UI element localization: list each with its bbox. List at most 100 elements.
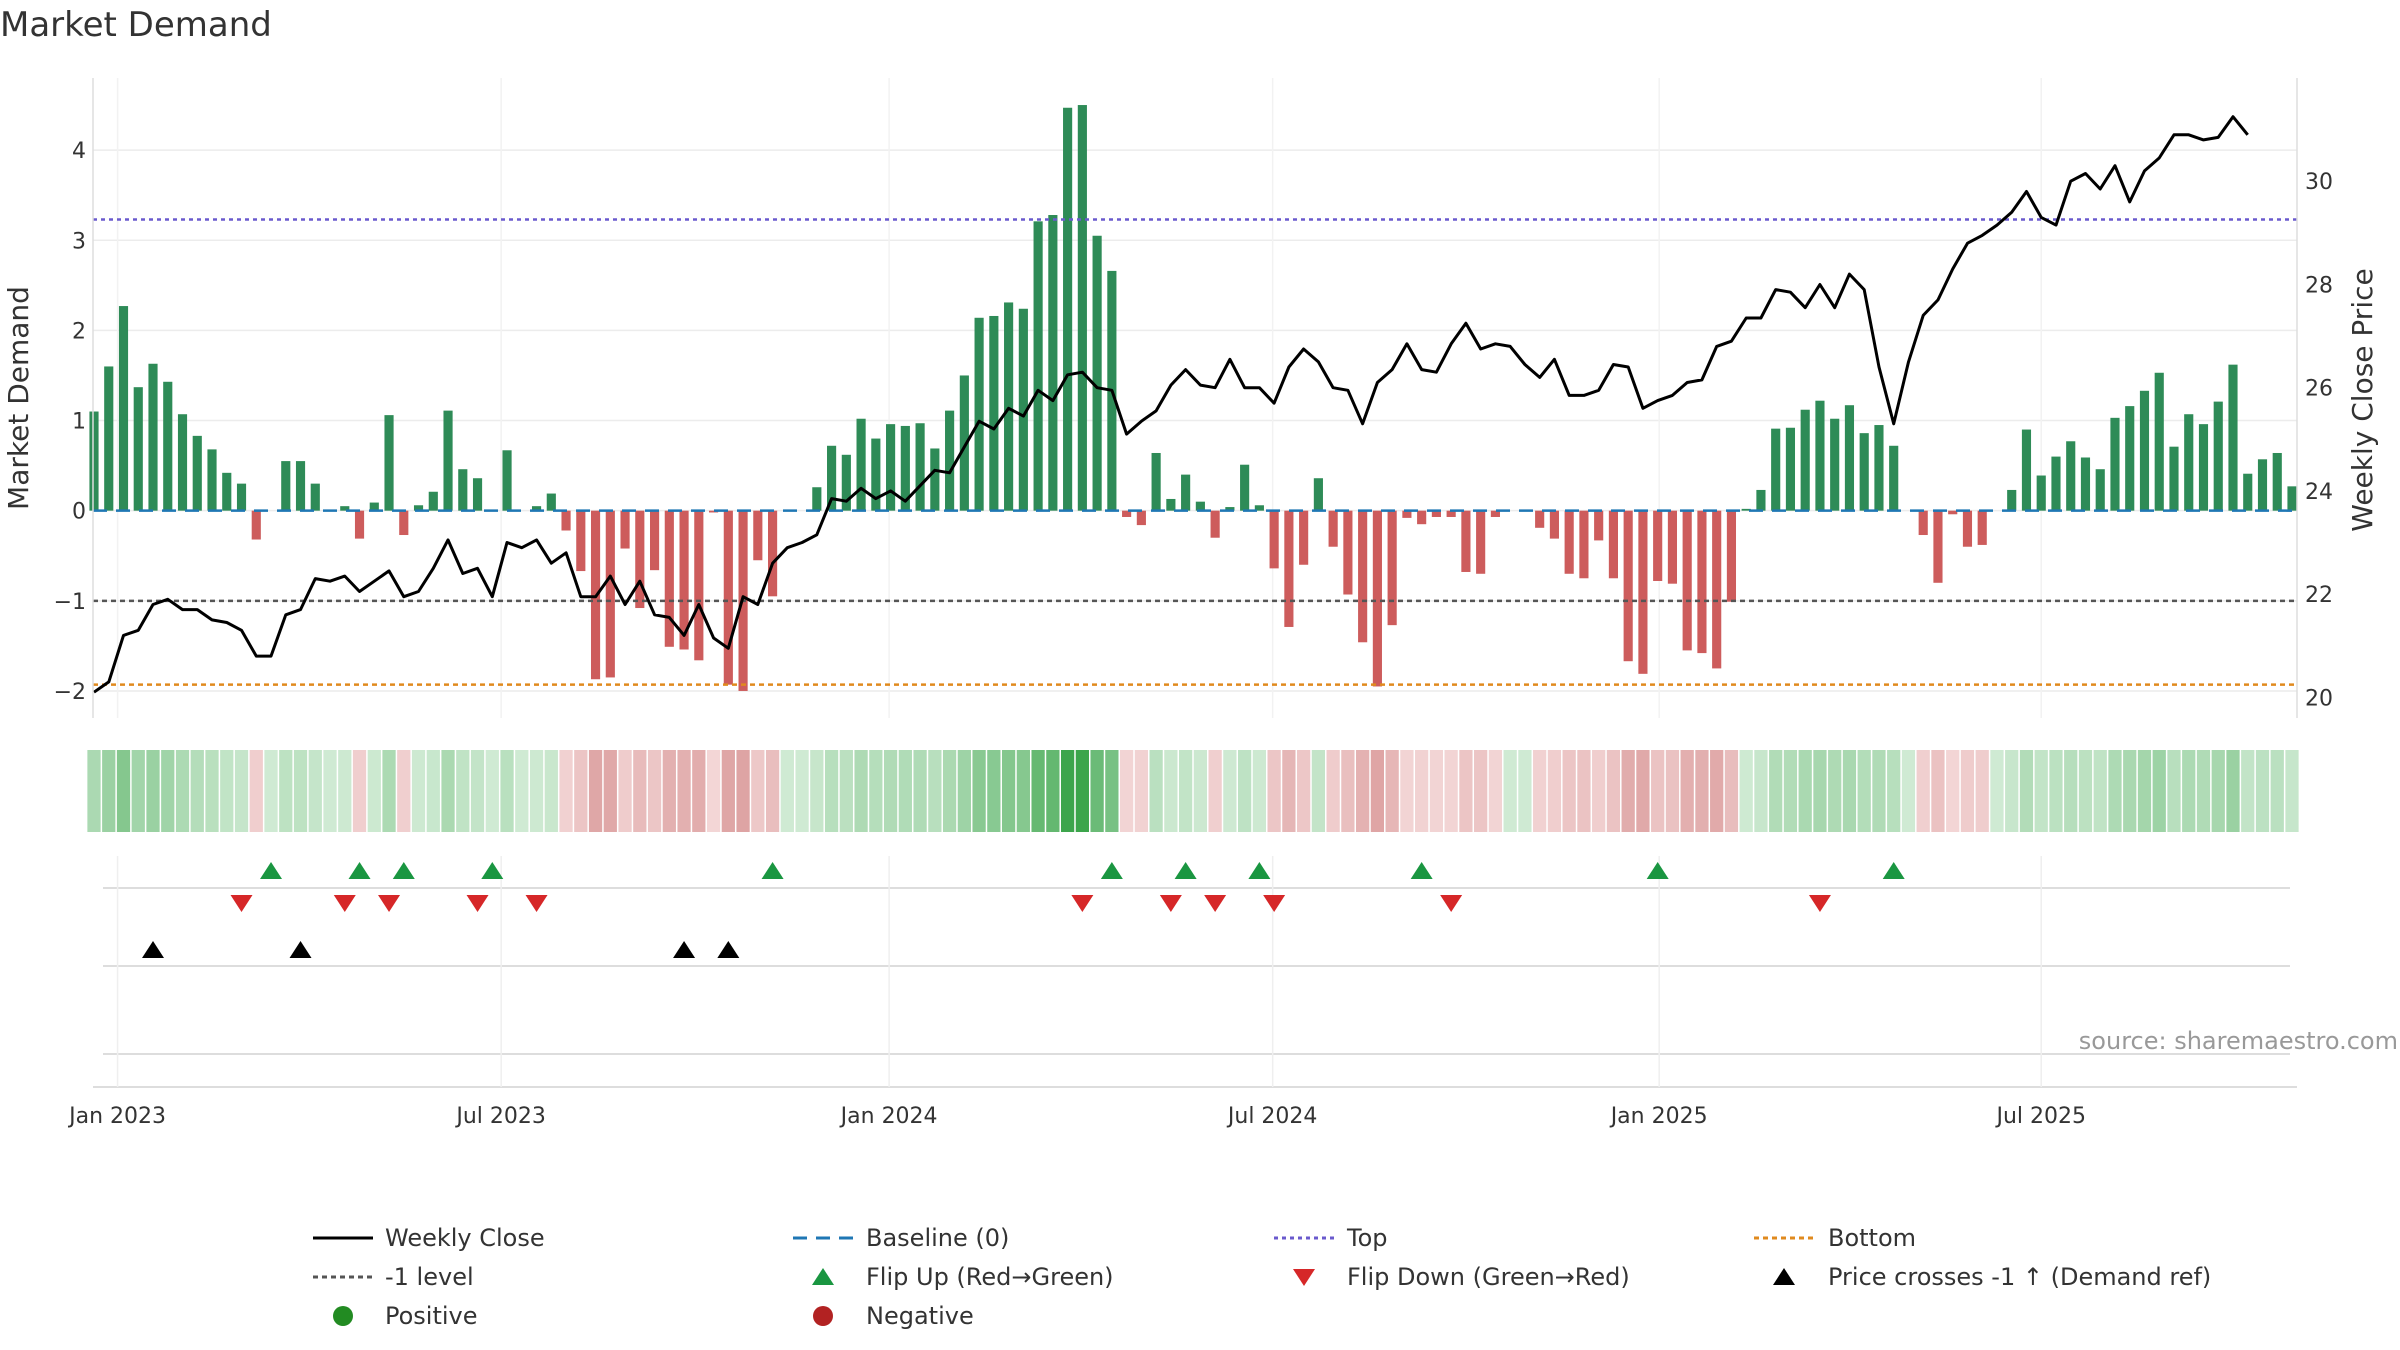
demand-bar [2066, 441, 2076, 511]
demand-bar [1962, 510, 1973, 547]
heat-strip-cell [559, 750, 573, 832]
gridlines [93, 78, 2297, 718]
heat-strip-cell [706, 750, 721, 832]
heat-strip-cell [544, 750, 558, 832]
heat-strip-cell [485, 750, 499, 832]
heat-strip-cell [411, 750, 426, 832]
heat-strip-cell [839, 750, 853, 832]
heat-strip-cell [1533, 750, 1547, 832]
demand-bar [1623, 510, 1633, 662]
heat-strip-cell [1119, 750, 1134, 832]
heat-strip-cell [1842, 750, 1857, 832]
demand-bar [1490, 510, 1500, 517]
demand-bar [664, 510, 674, 647]
flip-down-marker [333, 895, 356, 912]
demand-bar [812, 487, 822, 511]
heat-strip-cell [234, 750, 249, 832]
demand-bar [635, 510, 645, 609]
heat-strip-cell [574, 750, 588, 832]
demand-bar [959, 375, 969, 511]
demand-bar [1815, 400, 1825, 511]
heat-strip-cell [1577, 750, 1591, 832]
heat-strip-cell [1636, 750, 1650, 832]
demand-bar [1667, 510, 1678, 584]
heat-strip-cell [2093, 750, 2107, 832]
legend-triangle-up-swatch [1773, 1268, 1795, 1285]
heat-strip-cell [2285, 750, 2299, 832]
heat-strip-cell [780, 750, 794, 832]
heat-strip-cell [515, 750, 529, 832]
demand-bar [236, 483, 247, 511]
heat-strip-cell [1887, 750, 1901, 832]
demand-bar [679, 510, 689, 650]
heat-strip-cell [795, 750, 809, 832]
demand-bar [192, 435, 202, 511]
heat-strip-cell [2034, 750, 2048, 832]
demand-bar [1372, 510, 1382, 687]
demand-bar [708, 510, 719, 513]
legend-label: Top [1346, 1224, 1388, 1252]
demand-bar [841, 454, 851, 511]
heat-strip-cell [1267, 750, 1281, 832]
demand-bar [207, 449, 217, 511]
heat-strip-cell [1769, 750, 1783, 832]
demand-bar [251, 510, 261, 540]
demand-bar [900, 425, 910, 511]
demand-bar [1328, 510, 1338, 547]
heat-strip-cell [102, 750, 116, 832]
demand-bar [1726, 510, 1737, 602]
x-tick-label: Jul 2024 [1226, 1104, 1318, 1129]
flip-down-marker [1071, 895, 1094, 912]
heat-strip-cell [1356, 750, 1370, 832]
heat-strip-cell [1311, 750, 1326, 832]
heat-strip-cell [633, 750, 647, 832]
heat-strip-cell [2167, 750, 2181, 832]
source-label: source: sharemaestro.com [2079, 1027, 2398, 1055]
heat-strip-cell [1415, 750, 1429, 832]
reference-levels [93, 218, 2297, 686]
left-axis-label: Market Demand [2, 286, 35, 510]
heat-strip-cell [824, 750, 839, 832]
heat-strip-cell [1046, 750, 1060, 832]
demand-bar [354, 510, 365, 539]
demand-bar [1830, 418, 1840, 511]
legend-dot-swatch [813, 1306, 833, 1326]
y-tick-label: −2 [54, 680, 86, 705]
heat-strip-cell [264, 750, 278, 832]
heat-strip-cell [913, 750, 927, 832]
heat-strip-cell [618, 750, 632, 832]
demand-bar [1284, 510, 1294, 627]
heat-strip-cell [1326, 750, 1340, 832]
demand-bar [1461, 510, 1471, 572]
heat-strip-cell [1164, 750, 1178, 832]
heat-strip-cell [1105, 750, 1119, 832]
heat-strip-cell [1695, 750, 1709, 832]
y-tick-label: 2 [72, 319, 86, 344]
demand-bar [605, 510, 615, 678]
heat-strip-cell [146, 750, 160, 832]
heat-strip-cell [662, 750, 676, 832]
heat-strip-cell [692, 750, 706, 832]
demand-bar [561, 510, 571, 531]
demand-bar [989, 315, 999, 511]
heat-strip-cell [205, 750, 219, 832]
heat-strip-cell [1857, 750, 1871, 832]
demand-bar [1638, 510, 1648, 674]
x-tick-label: Jan 2023 [67, 1104, 166, 1129]
price-cross-marker [142, 941, 165, 958]
heat-strip-cell [1651, 750, 1665, 832]
heat-strip-cell [810, 750, 824, 832]
heat-strip-cell [2005, 750, 2019, 832]
legend-label: Baseline (0) [866, 1224, 1009, 1252]
weekly-close-line [93, 115, 2249, 694]
heat-strip-cell [1665, 750, 1680, 832]
demand-bar [1254, 505, 1264, 511]
heat-strip-cell [131, 750, 145, 832]
signal-markers: Jan 2023 Jul 2023 Jan 2024 Jul 2024 Jan 2025… [67, 856, 2297, 1129]
demand-bar [1800, 409, 1810, 511]
heat-strip-cell [220, 750, 234, 832]
heat-strip-cell [2226, 750, 2240, 832]
demand-bar [222, 472, 232, 511]
flip-down-marker [1204, 895, 1227, 912]
heat-strip-cell [1208, 750, 1222, 832]
